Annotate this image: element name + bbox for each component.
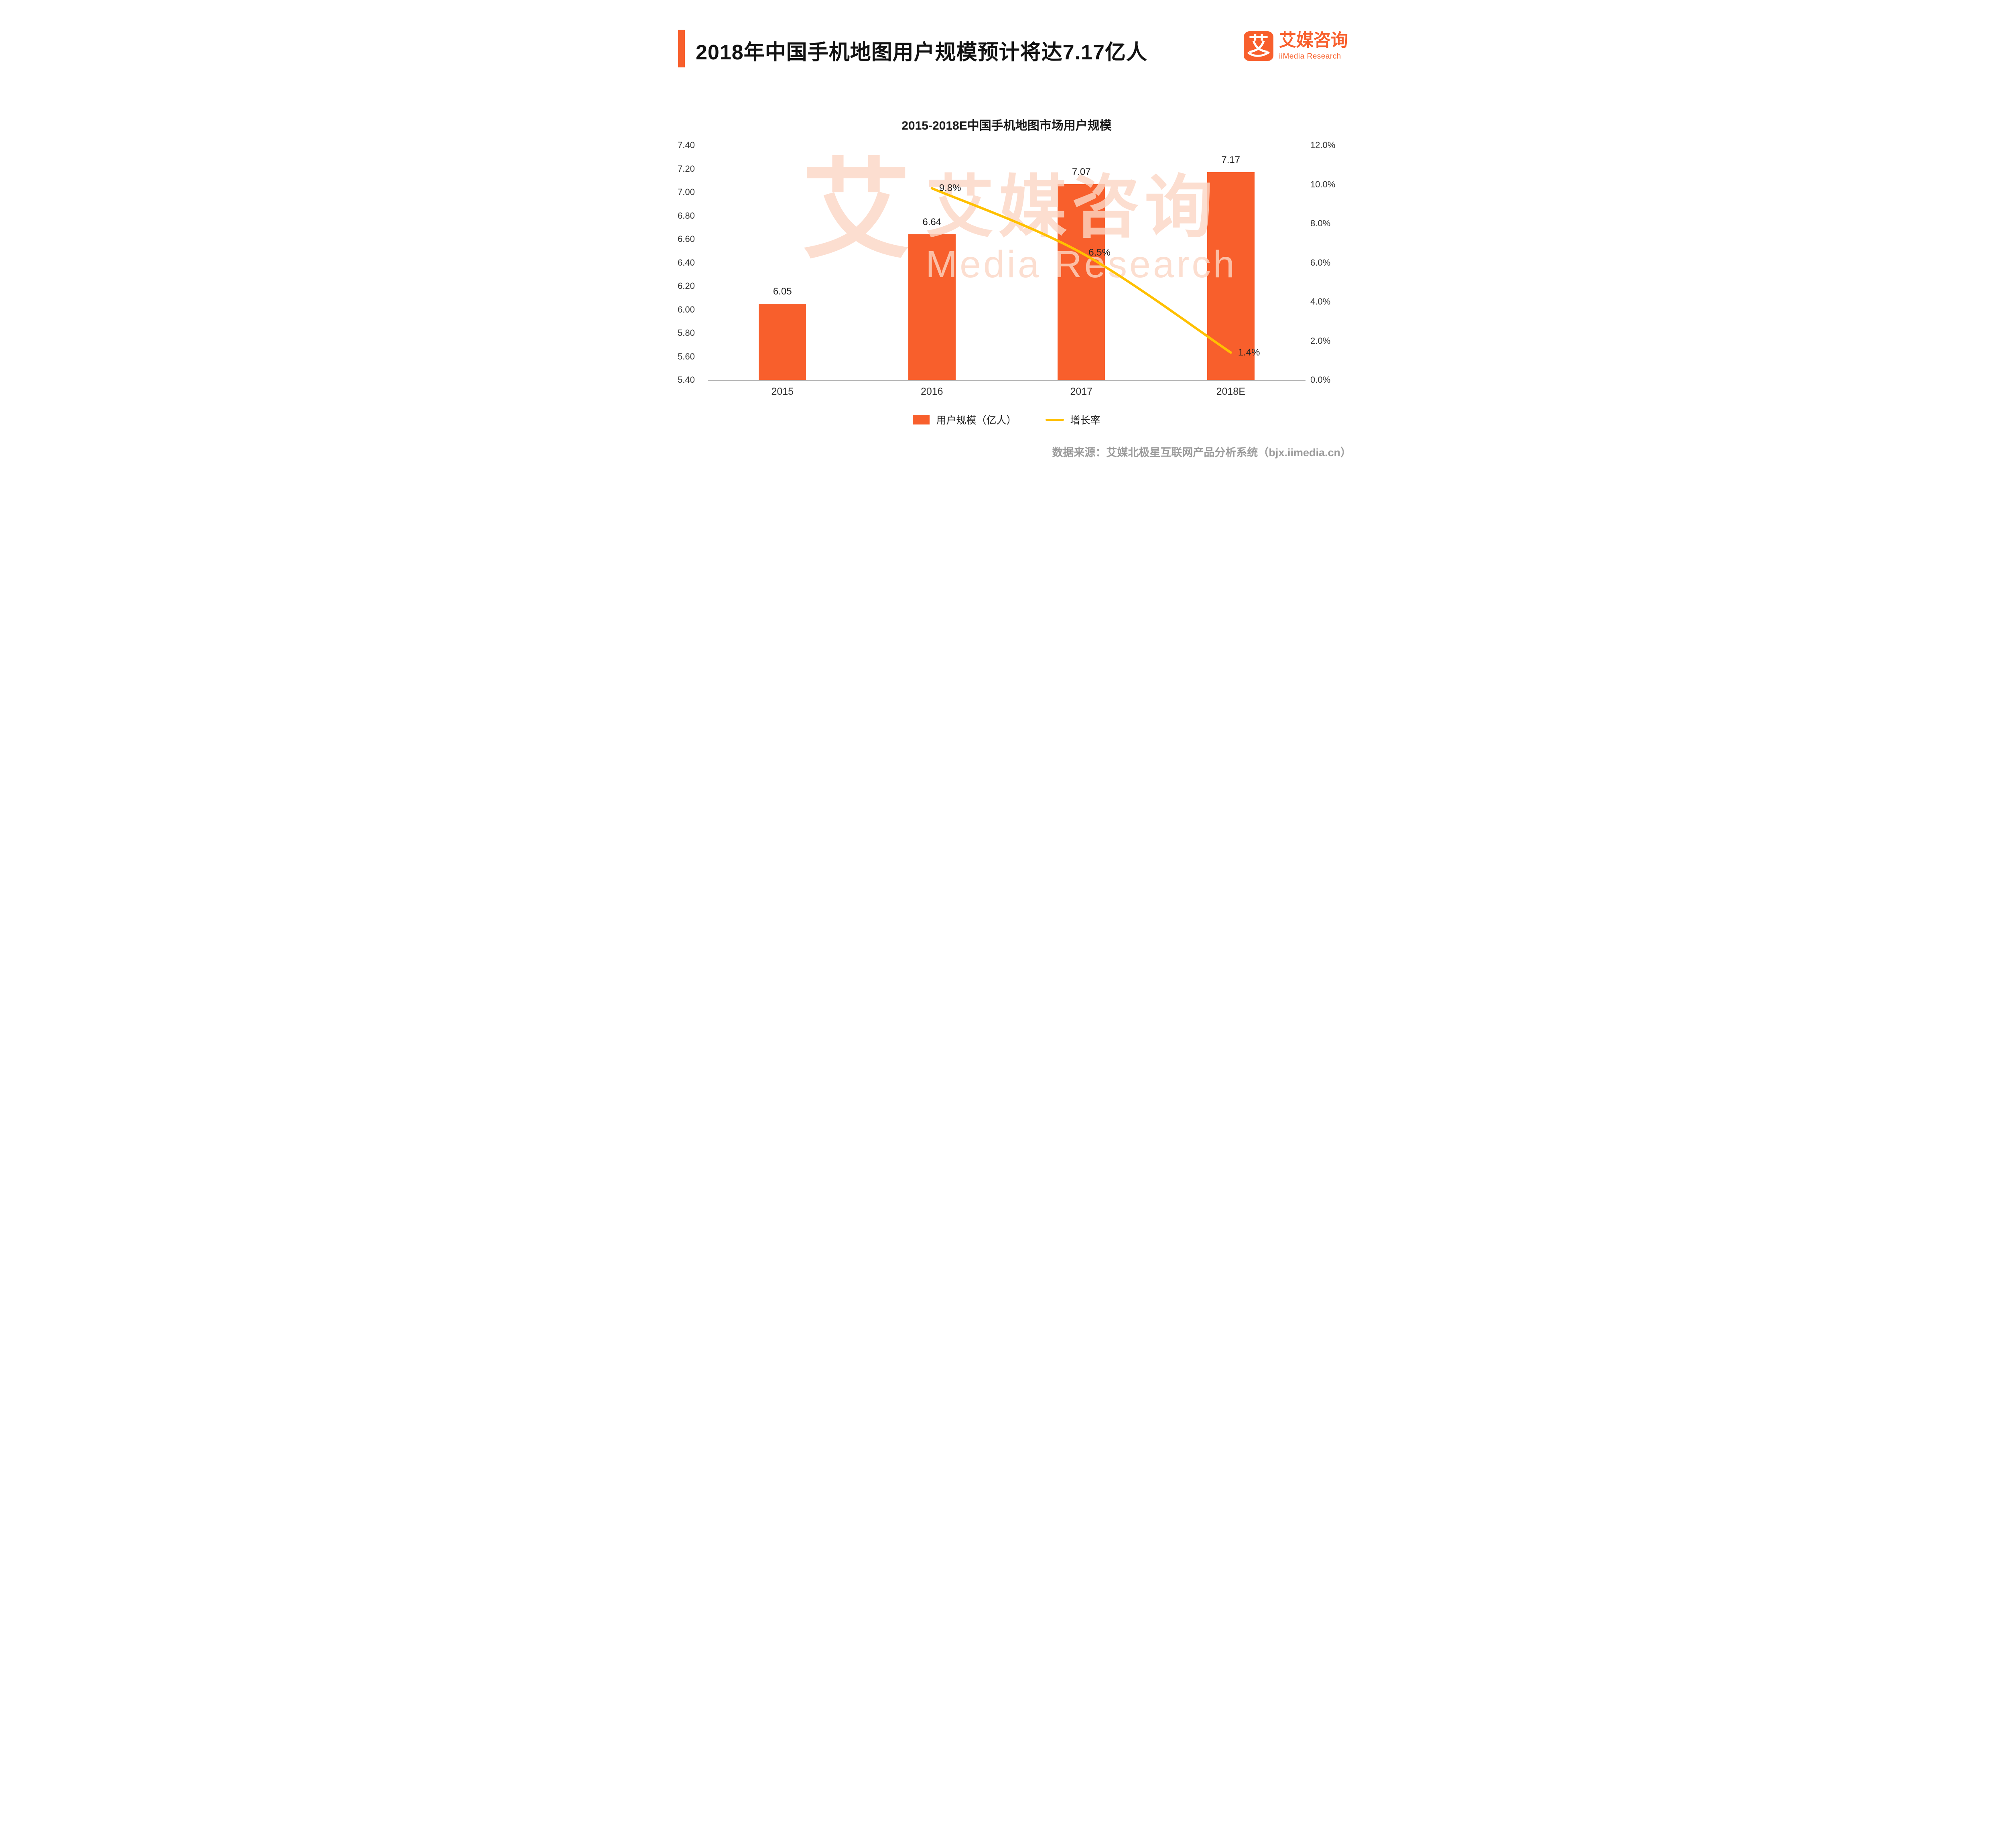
iimedia-logo-icon: 艾 xyxy=(1244,31,1273,61)
y-axis-left-tick-label: 6.00 xyxy=(678,304,695,315)
y-axis-left-tick-label: 6.80 xyxy=(678,210,695,221)
y-axis-right-tick-label: 0.0% xyxy=(1310,375,1331,385)
y-axis-left-tick-label: 5.80 xyxy=(678,328,695,338)
x-axis-line xyxy=(708,380,1306,381)
y-axis-right-tick-label: 6.0% xyxy=(1310,257,1331,268)
logo-swoosh-icon xyxy=(1247,51,1270,57)
x-axis-category-label: 2015 xyxy=(771,386,794,397)
title-accent-bar xyxy=(678,30,685,67)
legend-label-user-scale: 用户规模（亿人） xyxy=(936,415,1017,426)
legend-item-growth-rate: 增长率 xyxy=(1045,412,1100,427)
growth-rate-value-label: 1.4% xyxy=(1238,347,1260,358)
logo-name-en: iiMedia Research xyxy=(1279,52,1341,61)
bar-value-label: 7.17 xyxy=(1221,154,1241,166)
logo-name-cn: 艾媒咨询 xyxy=(1279,31,1348,50)
y-axis-right-tick-label: 10.0% xyxy=(1310,179,1336,189)
legend-bar-swatch xyxy=(913,415,930,424)
chart-title: 2015-2018E中国手机地图市场用户规模 xyxy=(901,119,1112,132)
logo-text: 艾媒咨询 iiMedia Research xyxy=(1279,31,1348,61)
iimedia-logo: 艾 艾媒咨询 iiMedia Research xyxy=(1244,31,1348,61)
bar xyxy=(1058,184,1105,380)
y-axis-right-tick-label: 12.0% xyxy=(1310,140,1336,150)
chart-legend: 用户规模（亿人） 增长率 xyxy=(708,412,1306,427)
x-axis-category-label: 2017 xyxy=(1070,386,1093,397)
watermark-logo-glyph: 艾 xyxy=(802,150,910,271)
page-title: 2018年中国手机地图用户规模预计将达7.17亿人 xyxy=(696,41,1147,64)
bar xyxy=(908,234,956,380)
bar-value-label: 6.64 xyxy=(922,217,942,228)
y-axis-left-tick-label: 6.20 xyxy=(678,281,695,291)
data-source: 数据来源：艾媒北极星互联网产品分析系统（bjx.iimedia.cn） xyxy=(1052,447,1351,459)
legend-label-growth-rate: 增长率 xyxy=(1070,415,1100,426)
infographic: 2018年中国手机地图用户规模预计将达7.17亿人 艾 艾媒咨询 iiMedia… xyxy=(648,0,1358,462)
bar-value-label: 6.05 xyxy=(773,286,792,297)
bar-value-label: 7.07 xyxy=(1072,166,1091,177)
x-axis-category-label: 2016 xyxy=(920,386,943,397)
logo-glyph: 艾 xyxy=(1249,33,1269,55)
y-axis-left-tick-label: 7.20 xyxy=(678,163,695,174)
y-axis-left-tick-label: 5.40 xyxy=(678,375,695,385)
y-axis-right-tick-label: 2.0% xyxy=(1310,335,1331,346)
y-axis-left-tick-label: 7.00 xyxy=(678,187,695,197)
growth-rate-value-label: 9.8% xyxy=(939,183,961,194)
y-axis-left-tick-label: 6.40 xyxy=(678,257,695,268)
bar xyxy=(759,303,806,380)
x-axis-category-label: 2018E xyxy=(1216,386,1245,397)
y-axis-right-tick-label: 8.0% xyxy=(1310,218,1331,228)
y-axis-right-tick-label: 4.0% xyxy=(1310,296,1331,307)
watermark: 艾 艾媒咨询 Media Research xyxy=(802,150,1237,284)
legend-item-user-scale: 用户规模（亿人） xyxy=(913,412,1017,427)
y-axis-left-tick-label: 6.60 xyxy=(678,234,695,244)
y-axis-left-tick-label: 5.60 xyxy=(678,351,695,361)
legend-line-swatch xyxy=(1045,418,1064,421)
y-axis-left-tick-label: 7.40 xyxy=(678,140,695,150)
growth-rate-value-label: 6.5% xyxy=(1088,247,1111,258)
